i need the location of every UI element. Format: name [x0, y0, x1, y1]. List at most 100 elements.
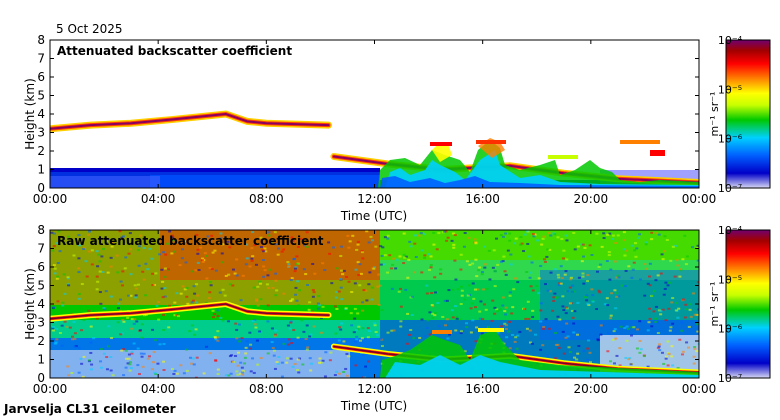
noise-speck: [153, 283, 157, 286]
noise-speck: [528, 329, 532, 332]
noise-speck: [270, 327, 274, 330]
noise-speck: [158, 253, 162, 256]
noise-speck: [679, 269, 683, 272]
noise-speck: [561, 257, 565, 260]
noise-speck: [162, 328, 166, 331]
noise-speck: [254, 326, 258, 329]
noise-speck: [552, 296, 556, 299]
noise-speck: [681, 298, 685, 301]
noise-speck: [72, 321, 76, 324]
panel1-heatmap: [50, 110, 699, 188]
noise-speck: [676, 366, 680, 369]
colorbar-tick-label: 10⁻⁴: [718, 34, 743, 47]
noise-speck: [551, 309, 555, 312]
noise-speck: [237, 323, 241, 326]
noise-speck: [656, 274, 660, 277]
noise-speck: [642, 355, 646, 358]
noise-speck: [635, 247, 639, 250]
noise-speck: [452, 246, 456, 249]
noise-speck: [51, 329, 55, 332]
noise-speck: [552, 299, 556, 302]
noise-speck: [294, 266, 298, 269]
noise-speck: [565, 322, 569, 325]
noise-speck: [136, 347, 140, 350]
noise-speck: [433, 312, 437, 315]
noise-speck: [524, 317, 528, 320]
noise-speck: [368, 271, 372, 274]
noise-speck: [296, 369, 300, 372]
noise-speck: [443, 299, 447, 302]
noise-speck: [556, 315, 560, 318]
noise-speck: [576, 245, 580, 248]
noise-speck: [527, 255, 531, 258]
noise-speck: [572, 231, 576, 234]
noise-speck: [493, 312, 497, 315]
noise-speck: [273, 367, 277, 370]
noise-speck: [208, 291, 212, 294]
noise-speck: [244, 346, 248, 349]
noise-speck: [680, 353, 684, 356]
noise-speck: [628, 357, 632, 360]
noise-speck: [685, 341, 689, 344]
noise-speck: [243, 356, 247, 359]
y-tick-label: 3: [37, 316, 45, 330]
noise-speck: [572, 322, 576, 325]
noise-speck: [130, 352, 134, 355]
noise-speck: [238, 340, 242, 343]
noise-speck: [462, 245, 466, 248]
noise-speck: [356, 240, 360, 243]
y-tick-label: 0: [37, 181, 45, 195]
noise-speck: [435, 248, 439, 251]
noise-speck: [205, 346, 209, 349]
noise-speck: [219, 316, 223, 319]
noise-speck: [542, 235, 546, 238]
noise-speck: [445, 318, 449, 321]
noise-speck: [493, 306, 497, 309]
noise-speck: [626, 327, 630, 330]
noise-speck: [302, 268, 306, 271]
noise-speck: [172, 250, 176, 253]
noise-speck: [241, 369, 245, 372]
noise-speck: [96, 265, 100, 268]
noise-speck: [305, 245, 309, 248]
noise-speck: [311, 289, 315, 292]
noise-speck: [272, 354, 276, 357]
noise-speck: [501, 235, 505, 238]
noise-speck: [245, 243, 249, 246]
noise-speck: [54, 341, 58, 344]
noise-speck: [214, 359, 218, 362]
noise-speck: [116, 321, 120, 324]
noise-speck: [335, 267, 339, 270]
noise-speck: [249, 370, 253, 373]
y-tick-label: 2: [37, 144, 45, 158]
noise-speck: [562, 309, 566, 312]
noise-speck: [516, 281, 520, 284]
noise-speck: [638, 320, 642, 323]
noise-speck: [480, 273, 484, 276]
noise-speck: [330, 282, 334, 285]
noise-speck: [329, 351, 333, 354]
noise-speck: [127, 353, 131, 356]
noise-speck: [185, 295, 189, 298]
noise-speck: [398, 255, 402, 258]
noise-speck: [392, 329, 396, 332]
noise-speck: [696, 246, 699, 249]
noise-speck: [564, 234, 568, 237]
noise-speck: [341, 273, 345, 276]
noise-speck: [163, 275, 167, 278]
noise-speck: [155, 304, 159, 307]
noise-speck: [258, 330, 262, 333]
noise-speck: [365, 230, 369, 233]
noise-speck: [332, 246, 336, 249]
noise-speck: [256, 304, 260, 307]
noise-speck: [231, 284, 235, 287]
noise-speck: [414, 234, 418, 237]
noise-speck: [183, 316, 187, 319]
noise-speck: [671, 245, 675, 248]
noise-speck: [675, 259, 679, 262]
noise-speck: [556, 236, 560, 239]
noise-speck: [120, 236, 124, 239]
noise-speck: [606, 304, 610, 307]
noise-speck: [553, 357, 557, 360]
noise-speck: [261, 249, 265, 252]
